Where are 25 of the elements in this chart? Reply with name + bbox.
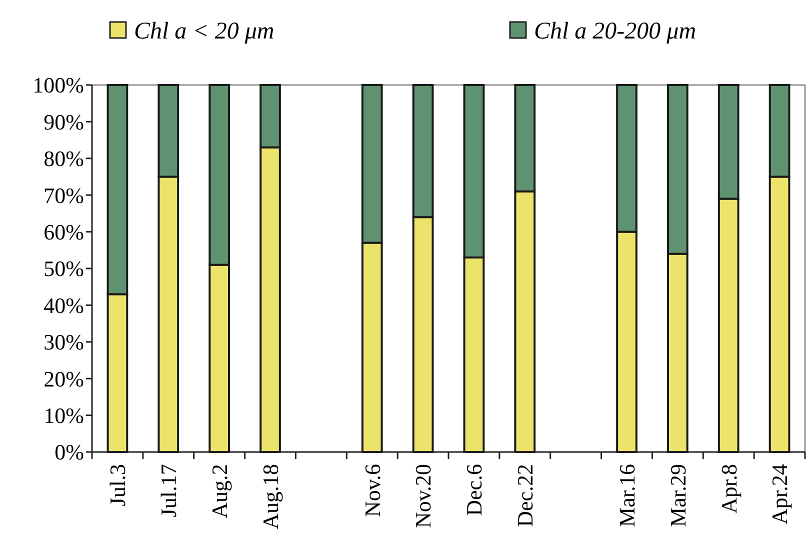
x-tick-label: Aug.2 xyxy=(207,464,232,518)
y-tick-label: 20% xyxy=(44,366,84,392)
y-tick-label: 100% xyxy=(32,72,84,98)
y-tick-label: 90% xyxy=(44,109,84,134)
y-tick-label: 60% xyxy=(44,220,84,244)
y-tick-label: 0% xyxy=(54,440,84,465)
y-tick-label: 10% xyxy=(44,403,84,428)
x-tick-label: Mar.29 xyxy=(665,464,690,527)
x-tick-label: Jul.3 xyxy=(105,464,130,506)
legend-label: Chl a 20-200 μm xyxy=(534,18,696,44)
x-tick-label: Dec.22 xyxy=(512,464,538,527)
x-tick-label: Mar.16 xyxy=(614,464,640,527)
x-tick-label: Nov.6 xyxy=(360,464,385,517)
x-tick-label: Aug.18 xyxy=(258,464,283,530)
x-tick-label: Jul.17 xyxy=(156,464,182,518)
y-tick-label: 30% xyxy=(44,330,84,355)
x-tick-label: Apr.24 xyxy=(767,464,792,524)
x-tick-label: Nov.20 xyxy=(410,464,436,528)
y-tick-label: 50% xyxy=(44,256,84,282)
x-tick-label: Apr.8 xyxy=(716,464,742,514)
y-tick-label: 40% xyxy=(44,292,84,318)
y-tick-label: 70% xyxy=(44,182,84,208)
y-tick-label: 80% xyxy=(44,146,84,172)
x-tick-label: Dec.6 xyxy=(462,464,487,516)
legend-label: Chl a < 20 μm xyxy=(134,18,274,44)
